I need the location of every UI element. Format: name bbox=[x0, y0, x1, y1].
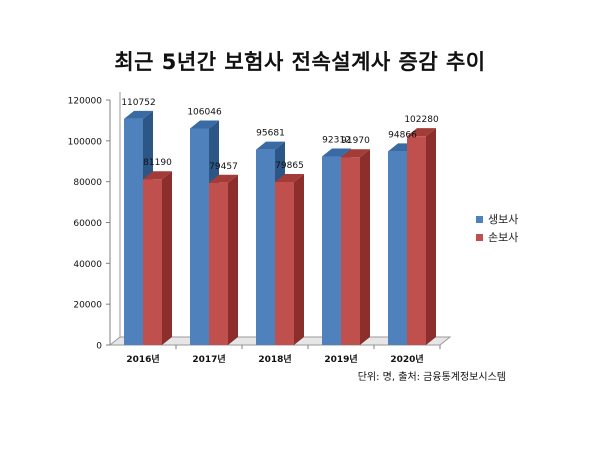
bar-side bbox=[426, 128, 436, 345]
bar-top bbox=[341, 149, 370, 158]
source-note: 단위: 명, 출처: 금융통계정보시스템 bbox=[357, 372, 506, 383]
data-label: 94866 bbox=[388, 130, 417, 140]
bar-top bbox=[124, 110, 153, 119]
bar-2-4 bbox=[341, 149, 370, 345]
data-labels: 110752 81190 106046 79457 95681 79865 92312919… bbox=[121, 98, 439, 172]
bar-2-2 bbox=[209, 174, 238, 345]
bar-top bbox=[407, 128, 436, 137]
bar-top bbox=[143, 171, 172, 180]
legend-label-series-2: 손보사 bbox=[488, 231, 519, 244]
bar-top bbox=[275, 173, 304, 182]
data-label: 91970 bbox=[341, 136, 370, 146]
bar-top bbox=[209, 174, 238, 183]
data-label: 81190 bbox=[143, 158, 172, 168]
data-label: 102280 bbox=[404, 115, 439, 125]
legend-swatch-series-1 bbox=[476, 215, 483, 223]
bar-front bbox=[275, 181, 294, 345]
y-tick-label: 20000 bbox=[73, 301, 102, 311]
bar-side bbox=[294, 173, 304, 345]
bar-front bbox=[388, 151, 407, 345]
bar-front bbox=[124, 118, 143, 345]
bar-front bbox=[322, 156, 341, 345]
x-tick-label: 2017년 bbox=[192, 353, 225, 365]
bar-side bbox=[228, 174, 238, 345]
y-tick-label: 40000 bbox=[73, 260, 102, 270]
data-label: 79865 bbox=[275, 161, 304, 171]
x-tick-label: 2018년 bbox=[258, 353, 291, 365]
bar-2-5 bbox=[407, 128, 436, 345]
data-label: 92312 bbox=[322, 136, 351, 146]
x-tick-label: 2016년 bbox=[126, 353, 159, 365]
legend-label-series-1: 생보사 bbox=[488, 213, 519, 226]
bar-front bbox=[190, 128, 209, 345]
legend-swatch-series-2 bbox=[476, 233, 483, 241]
legend-item-series-1: 생보사 bbox=[476, 211, 518, 227]
data-label: 95681 bbox=[256, 129, 285, 139]
y-tick-label: 0 bbox=[96, 342, 102, 352]
bar-side bbox=[162, 171, 172, 345]
y-tick-label: 80000 bbox=[73, 178, 102, 188]
bar-front bbox=[256, 149, 275, 345]
y-tick-label: 100000 bbox=[68, 137, 103, 147]
bar-side bbox=[360, 149, 370, 345]
y-tick-label: 60000 bbox=[73, 219, 102, 229]
bar-top bbox=[190, 120, 219, 129]
bar-2-1 bbox=[143, 171, 172, 345]
y-tick-label: 120000 bbox=[68, 97, 103, 107]
bar-front bbox=[209, 182, 228, 345]
bar-front bbox=[407, 136, 426, 345]
bar-front bbox=[143, 179, 162, 345]
x-tick-label: 2020년 bbox=[390, 353, 423, 365]
chart-title: 최근 5년간 보험사 전속설계사 증감 추이 bbox=[114, 50, 486, 74]
bar-top bbox=[256, 141, 285, 150]
x-tick-label: 2019년 bbox=[324, 353, 357, 365]
bar-2-3 bbox=[275, 173, 304, 345]
legend-item-series-2: 손보사 bbox=[476, 229, 518, 245]
data-label: 110752 bbox=[121, 98, 155, 108]
bars bbox=[124, 110, 436, 346]
data-label: 106046 bbox=[187, 107, 222, 117]
bar-front bbox=[341, 157, 360, 345]
bar-top bbox=[322, 148, 351, 157]
data-label: 79457 bbox=[209, 162, 238, 172]
